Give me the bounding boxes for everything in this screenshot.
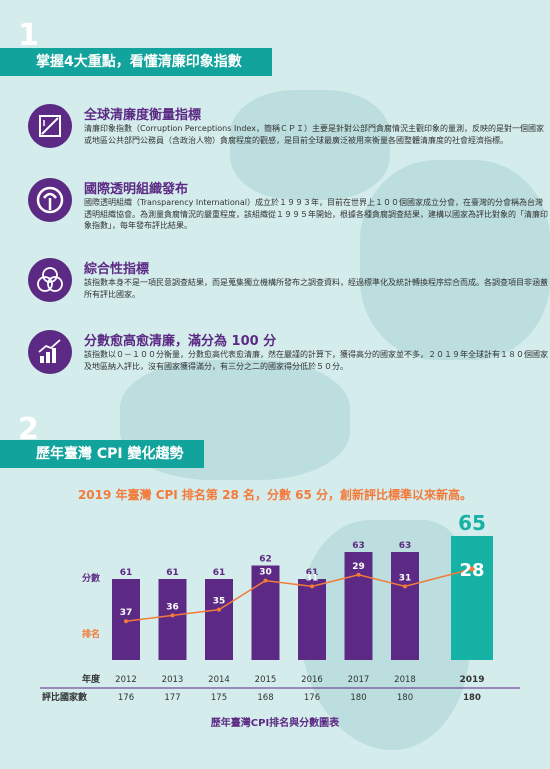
score-label: 62 (259, 555, 272, 565)
rank-label: 35 (213, 597, 226, 607)
rank-point (356, 572, 361, 577)
countries-value: 177 (164, 693, 180, 703)
year-tick-label: 2014 (208, 675, 230, 685)
map-background-north-america (360, 160, 550, 360)
year-tick-label: 2012 (115, 675, 137, 685)
rank-label: 28 (459, 560, 484, 581)
countries-value: 180 (463, 693, 481, 703)
score-bar (298, 579, 326, 660)
item-icon-circle (28, 330, 72, 374)
item-icon-circle (28, 104, 72, 148)
score-bar (344, 552, 373, 660)
map-background-south-america (300, 520, 470, 750)
item-icon-circle (28, 178, 72, 222)
countries-value: 175 (211, 693, 227, 703)
score-bar (391, 552, 419, 660)
year-tick-label: 2013 (162, 675, 184, 685)
score-label: 61 (213, 568, 226, 578)
section1-title: 掌握4大重點，看懂清廉印象指數 (36, 54, 242, 70)
chart-caption: 歷年臺灣CPI排名與分數圖表 (210, 718, 340, 729)
rank-point (124, 619, 128, 624)
rank-label: 29 (352, 562, 365, 572)
year-tick-label: 2016 (301, 675, 323, 685)
section1-number: 1 (18, 18, 39, 53)
item-title: 國際透明組織發布 (84, 182, 189, 197)
ruler-triangle-icon (39, 115, 61, 137)
section2-banner: 歷年臺灣 CPI 變化趨勢 (0, 440, 204, 468)
score-bar (205, 579, 233, 660)
score-bar (451, 536, 493, 660)
item-icon-circle (28, 258, 72, 302)
countries-value: 176 (118, 693, 134, 703)
rank-line (125, 568, 473, 622)
rank-point (310, 584, 314, 589)
year-tick-label: 2017 (348, 675, 370, 685)
rank-label: 30 (259, 568, 272, 578)
highlight-statement: 2019 年臺灣 CPI 排名第 28 名，分數 65 分，創新評比標準以來新高… (77, 488, 473, 502)
section2-title: 歷年臺灣 CPI 變化趨勢 (36, 446, 184, 462)
score-label: 63 (352, 541, 365, 551)
section2-number: 2 (18, 412, 39, 447)
score-label: 61 (166, 568, 179, 578)
item-body: 清廉印象指數（Corruption Perceptions Index，簡稱ＣＰ… (84, 124, 544, 145)
rank-point (263, 578, 268, 583)
rank-label: 36 (166, 602, 179, 612)
year-tick-label: 2018 (394, 675, 416, 685)
venn-circles-icon (37, 267, 63, 292)
countries-value: 180 (397, 693, 413, 703)
rank-label: 31 (399, 573, 412, 583)
item-body: 國際透明組織（Transparency International）成立於１９９… (84, 198, 548, 230)
year-tick-label: 2015 (255, 675, 277, 685)
item-title: 全球清廉度衡量指標 (84, 108, 202, 123)
countries-value: 180 (350, 693, 366, 703)
rank-point (217, 607, 221, 612)
rank-label: 37 (120, 608, 133, 618)
section1-banner: 掌握4大重點，看懂清廉印象指數 (0, 48, 272, 76)
rank-point (469, 566, 475, 572)
countries-value: 168 (257, 693, 273, 703)
item-title: 綜合性指標 (84, 262, 150, 277)
rank-series-label: 排名 (82, 628, 100, 640)
item-body: 該指數本身不是一項民意調查結果，而是蒐集獨立機構所發布之調查資料，經過標準化及統… (84, 278, 548, 299)
item-title: 分數愈高愈清廉，滿分為 100 分 (84, 334, 277, 349)
countries-row-label: 評比國家數 (42, 691, 88, 703)
bar-chart-trend-icon (38, 339, 61, 363)
year-row-label: 年度 (82, 673, 101, 685)
rank-label: 31 (306, 573, 319, 583)
score-series-label: 分數 (82, 572, 101, 584)
year-tick-label: 2019 (459, 675, 484, 685)
countries-value: 176 (304, 693, 320, 703)
score-label: 61 (306, 568, 319, 578)
score-label: 65 (458, 511, 486, 535)
item-body: 該指數以０－１００分衡量，分數愈高代表愈清廉，然在嚴謹的計算下，獲得高分的國家並… (84, 350, 548, 371)
score-bar (158, 579, 187, 660)
score-label: 63 (399, 541, 412, 551)
rank-point (403, 584, 407, 589)
map-background-greenland (230, 90, 390, 200)
transparency-logo-icon (36, 186, 64, 214)
score-label: 61 (120, 568, 133, 578)
rank-point (170, 613, 175, 618)
